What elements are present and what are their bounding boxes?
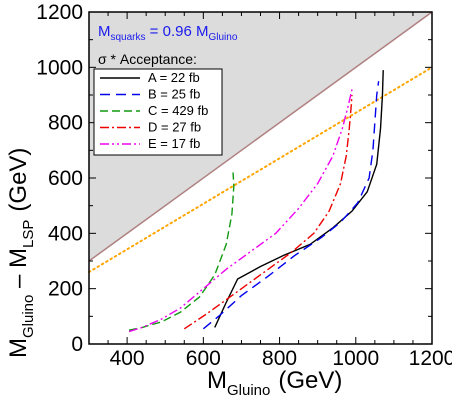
y-tick-label: 0 — [71, 333, 83, 356]
y-axis-title: MGluino – MLSP (GeV) — [5, 148, 37, 358]
y-tick-label: 800 — [48, 112, 83, 135]
y-tick-label: 1000 — [36, 56, 83, 79]
legend-label-c: C = 429 fb — [148, 103, 208, 118]
x-axis-title-unit: (GeV) — [278, 367, 342, 394]
annotation-sub1: squarks — [111, 32, 146, 43]
legend-title: σ * Acceptance: — [98, 51, 197, 67]
x-tick-label: 400 — [110, 347, 145, 370]
y-tick-label: 600 — [48, 167, 83, 190]
y-tick-label: 400 — [48, 222, 83, 245]
y-axis-title-sub-a: Gluino — [20, 295, 37, 338]
annotation-text: Msquarks = 0.96 MGluino — [98, 23, 238, 43]
x-axis-title-sub: Gluino — [227, 382, 270, 399]
ticks-layer: 400 600 800 1000 1200 0 200 400 600 800 1000 1200 — [36, 1, 452, 370]
legend-label-d: D = 27 fb — [148, 120, 201, 135]
x-tick-label: 1200 — [409, 347, 452, 370]
excluded-boundary-line — [88, 11, 433, 262]
y-axis-title-mid: – M — [5, 248, 32, 295]
legend-label-b: B = 25 fb — [148, 87, 200, 102]
annotation-sub2: Gluino — [208, 32, 237, 43]
legend-label-e: E = 17 fb — [148, 136, 200, 151]
x-axis-title: MGluino (GeV) — [207, 367, 342, 399]
annotation-mid: = 0.96 M — [146, 23, 209, 40]
y-tick-label: 1200 — [36, 1, 83, 24]
y-axis-title-main: M — [5, 338, 32, 358]
annotation-pre: M — [98, 23, 111, 40]
legend: A = 22 fb B = 25 fbC = 429 fb D = 27 fbE =… — [93, 68, 223, 156]
series-layer — [128, 70, 384, 333]
y-axis-title-unit: (GeV) — [5, 148, 32, 212]
x-tick-label: 1000 — [332, 347, 379, 370]
series-line-b — [202, 81, 380, 330]
y-axis-title-sub-b: LSP — [20, 220, 37, 248]
series-line-c — [128, 172, 235, 331]
legend-items: A = 22 fb B = 25 fbC = 429 fb D = 27 fbE =… — [100, 70, 208, 151]
series-line-e — [128, 89, 353, 333]
x-tick-label: 600 — [186, 347, 221, 370]
x-tick-label: 800 — [262, 347, 297, 370]
legend-label-a: A = 22 fb — [148, 70, 200, 85]
reference-line — [88, 66, 433, 274]
x-axis-title-main: M — [207, 367, 227, 394]
legend-box — [93, 68, 223, 156]
series-line-d — [183, 94, 353, 330]
y-tick-label: 200 — [48, 278, 83, 301]
